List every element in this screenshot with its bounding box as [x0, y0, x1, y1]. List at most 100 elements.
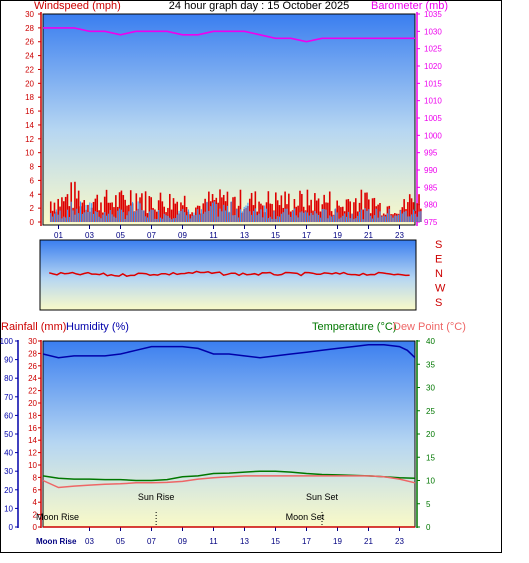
time-tick-label: 19	[333, 537, 342, 546]
dewpoint-axis-label: Dew Point (°C)	[393, 321, 466, 333]
direction-series	[48, 270, 410, 277]
moon-annotation: Moon Set	[286, 512, 325, 522]
rain-tick-label: 30	[28, 337, 37, 346]
title: 24 hour graph day : 15 October 2025	[169, 0, 349, 12]
dewpoint-line	[42, 475, 416, 489]
time-tick-label: 09	[178, 231, 187, 240]
barometer-tick-label: 1035	[424, 10, 442, 19]
wind-tick-label: 4	[30, 190, 35, 199]
humidity-tick-label: 50	[4, 430, 13, 439]
humidity-tick-label: 80	[4, 374, 13, 383]
time-tick-label: 03	[85, 537, 94, 546]
rain-tick-label: 6	[33, 486, 38, 495]
rain-tick-label: 20	[28, 399, 37, 408]
time-tick-label: 07	[147, 537, 156, 546]
wind-tick-label: 16	[25, 107, 34, 116]
temperature-axis-label: Temperature (°C)	[312, 321, 396, 333]
wind-tick-label: 18	[25, 93, 34, 102]
direction-label: N	[435, 268, 443, 280]
rain-tick-label: 12	[28, 449, 37, 458]
humidity-tick-label: 20	[4, 486, 13, 495]
barometer-tick-label: 1000	[424, 131, 442, 140]
wind-tick-label: 28	[25, 24, 34, 33]
top-series	[43, 27, 422, 222]
barometer-tick-label: 1015	[424, 79, 442, 88]
temp-tick-label: 25	[426, 407, 435, 416]
wind-tick-label: 22	[25, 65, 34, 74]
direction-label: E	[435, 254, 442, 266]
moon-rise-axis-label: Moon Rise	[36, 537, 77, 546]
rain-tick-label: 0	[33, 523, 38, 532]
direction-label: W	[435, 283, 446, 295]
wind-tick-label: 30	[25, 10, 34, 19]
wind-tick-label: 2	[30, 204, 35, 213]
wind-axis-label: Windspeed (mph)	[34, 0, 121, 12]
humidity-line	[42, 343, 416, 359]
temp-tick-label: 5	[426, 500, 431, 509]
humidity-tick-label: 70	[4, 393, 13, 402]
wind-tick-label: 20	[25, 79, 34, 88]
astro-annotations: Sun Rise Sun Set Moon Rise Moon Set	[36, 492, 339, 527]
wind-tick-label: 6	[30, 176, 35, 185]
barometer-axis-label: Barometer (mb)	[371, 0, 448, 12]
rain-tick-label: 10	[28, 461, 37, 470]
bottom-series	[42, 343, 416, 528]
sun-annotation: Sun Rise	[138, 492, 175, 502]
sun-annotation: Sun Set	[306, 492, 339, 502]
time-tick-label: 09	[178, 537, 187, 546]
bottom-time-ticks: Moon Rise 03 05 07 09 11 13 15 17 19 21 23	[36, 527, 404, 546]
humidity-tick-label: 10	[4, 504, 13, 513]
time-tick-label: 11	[209, 231, 218, 240]
wind-tick-label: 26	[25, 38, 34, 47]
time-tick-label: 11	[209, 537, 218, 546]
time-tick-label: 23	[395, 231, 404, 240]
wind-tick-label: 14	[25, 121, 34, 130]
time-tick-label: 13	[240, 537, 249, 546]
barometer-tick-label: 1010	[424, 97, 442, 106]
barometer-tick-label: 1030	[424, 27, 442, 36]
rain-tick-label: 22	[28, 387, 37, 396]
rain-tick-label: 18	[28, 411, 37, 420]
humidity-axis-label: Humidity (%)	[66, 321, 129, 333]
temp-tick-label: 15	[426, 453, 435, 462]
rain-tick-label: 8	[33, 473, 38, 482]
humidity-tick-label: 0	[9, 523, 14, 532]
time-tick-label: 03	[85, 231, 94, 240]
direction-label: S	[435, 297, 442, 309]
rain-tick-label: 16	[28, 424, 37, 433]
time-tick-label: 07	[147, 231, 156, 240]
rain-tick-label: 24	[28, 374, 37, 383]
temp-tick-label: 10	[426, 477, 435, 486]
barometer-tick-label: 980	[424, 201, 438, 210]
time-tick-label: 17	[302, 537, 311, 546]
rain-tick-label: 14	[28, 436, 37, 445]
rain-tick-label: 4	[33, 498, 38, 507]
barometer-tick-label: 995	[424, 149, 438, 158]
time-tick-label: 15	[271, 231, 280, 240]
time-tick-label: 05	[116, 231, 125, 240]
time-tick-label: 05	[116, 537, 125, 546]
time-tick-label: 23	[395, 537, 404, 546]
temp-tick-label: 30	[426, 384, 435, 393]
time-tick-label: 01	[54, 231, 63, 240]
humidity-tick-label: 60	[4, 411, 13, 420]
humidity-tick-label: 100	[0, 337, 14, 346]
time-tick-label: 15	[271, 537, 280, 546]
barometer-tick-label: 975	[424, 218, 438, 227]
time-tick-label: 19	[333, 231, 342, 240]
bottom-plot-area	[42, 340, 416, 528]
wind-direction-line	[48, 270, 410, 277]
time-tick-label: 13	[240, 231, 249, 240]
rain-tick-label: 28	[28, 349, 37, 358]
barometer-tick-label: 1005	[424, 114, 442, 123]
temp-tick-label: 20	[426, 430, 435, 439]
humidity-tick-label: 90	[4, 356, 13, 365]
rain-tick-label: 2	[33, 511, 38, 520]
temp-tick-label: 40	[426, 337, 435, 346]
humidity-tick-label: 30	[4, 467, 13, 476]
barometer-ticks: 975 980 985 990 995 1000 1005 1010 1015 1020 1025 1…	[417, 10, 442, 227]
rainfall-axis-label: Rainfall (mm)	[1, 321, 66, 333]
wind-tick-label: 24	[25, 52, 34, 61]
